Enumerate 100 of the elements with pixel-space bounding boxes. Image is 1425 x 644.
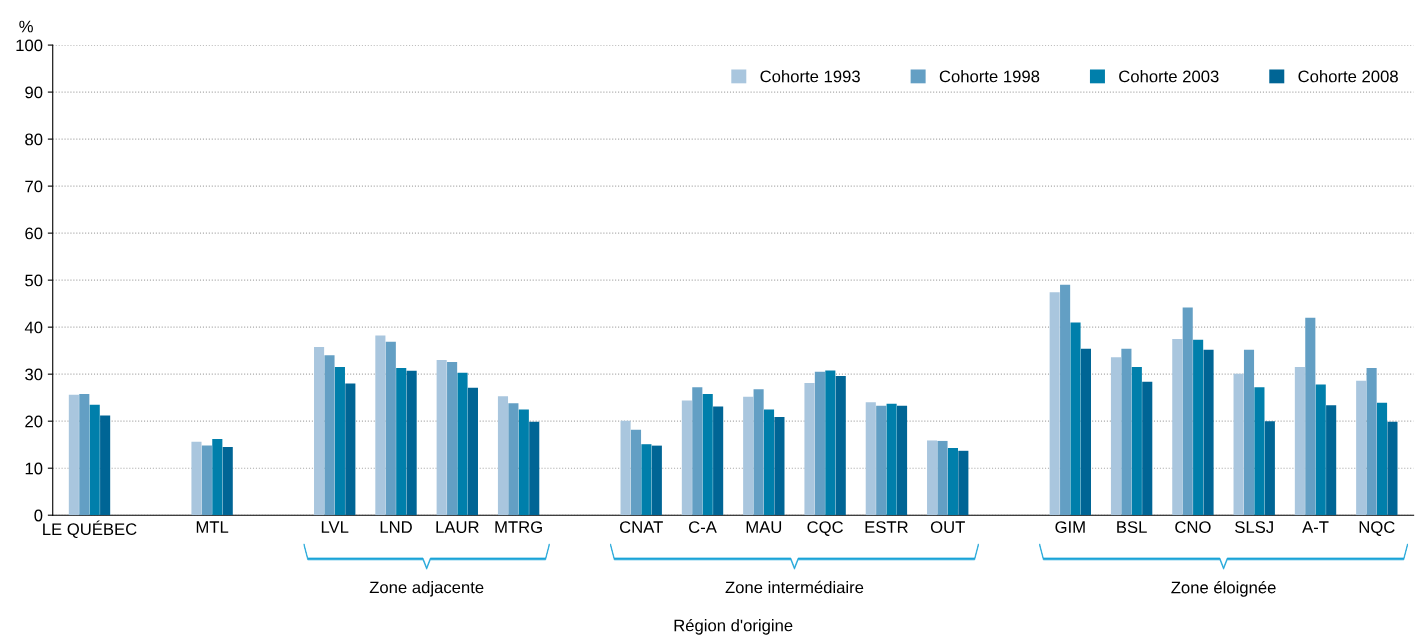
bar [804,383,815,516]
legend-label: Cohorte 2003 [1119,70,1219,83]
x-tick-label: ESTR [865,521,908,533]
bar [447,361,458,516]
x-tick-label: NQC [1359,521,1395,536]
y-tick-label: 50 [25,274,43,287]
bar [1172,338,1183,516]
x-tick-label: LND [380,521,412,533]
bar [896,405,908,516]
bar [1376,402,1388,516]
bar [529,421,540,516]
bar [641,444,652,516]
bar [467,387,478,516]
bar [457,372,468,516]
bar [375,335,386,516]
bar [406,370,417,516]
bar [937,440,948,516]
y-tick-label: 0 [34,509,43,522]
x-tick-label: SLSJ [1235,521,1273,533]
legend-label: Cohorte 1998 [939,70,1040,83]
bar [753,389,764,516]
bar [1070,322,1081,516]
bar [334,367,345,516]
bar [222,447,233,516]
x-tick-label: CQC [807,521,843,536]
bar [1203,349,1214,516]
bar [497,396,509,516]
bar [1294,367,1305,516]
legend-label: Cohorte 2008 [1298,70,1398,83]
x-axis-title: Région d'origine [674,618,793,635]
bar [886,403,897,516]
bar [763,409,775,516]
y-tick-label: 20 [25,415,43,428]
y-axis-title: % [19,20,33,33]
bar [1305,317,1316,516]
bar [814,371,825,516]
text: Zone adjacente [369,581,484,597]
bar [681,400,692,516]
bar [1254,387,1265,516]
y-tick-label: 40 [24,321,43,334]
text: Zone éloignée [1171,581,1276,597]
bar [1182,307,1193,516]
bar [1193,339,1204,516]
x-tick-label: OUT [930,521,965,533]
x-tick-label: CNAT [619,521,663,533]
bar [100,415,111,516]
x-tick-label: LE QUÉBEC [43,520,137,539]
bar [385,341,396,516]
bar [518,409,529,516]
x-tick-label: CNO [1175,521,1211,533]
bar [1142,381,1153,516]
bar [876,405,887,516]
bar [396,368,407,516]
y-tick-label: 10 [25,462,43,475]
bar [201,445,212,516]
bar [1110,357,1122,516]
x-tick-label: LVL [321,521,349,533]
bar [774,416,785,516]
bar [865,402,876,516]
x-tick-label: BSL [1117,521,1147,533]
bar [1060,284,1071,516]
bar [651,445,662,516]
bar [324,355,335,516]
bar [958,450,969,516]
x-tick-label: MTRG [495,521,542,533]
bar [743,396,754,516]
text: Zone intermédiaire [725,580,864,594]
bar [947,447,958,516]
bar [314,346,325,516]
bar [713,406,724,516]
y-tick-label: 80 [25,133,43,146]
bar [345,383,356,516]
bar [630,429,642,516]
bar [825,370,836,516]
bar [1243,349,1255,516]
x-tick-label: LAUR [436,521,479,533]
bar [191,441,202,516]
bar [1264,421,1275,516]
x-tick-label: MAU [746,521,782,533]
bar [927,440,938,516]
bar [835,376,846,516]
bar [620,420,631,516]
bar [68,394,79,516]
bar [1121,348,1132,516]
bar [1233,373,1244,516]
bar [1387,421,1398,516]
x-tick-label: GIM [1055,521,1085,533]
bar [1049,292,1060,516]
bar [508,403,519,516]
bar [1366,368,1377,516]
bar [1131,367,1142,516]
y-tick-label: 90 [25,86,43,99]
bar [702,393,713,516]
y-tick-label: 60 [25,227,43,240]
bar [1080,348,1091,516]
y-tick-label: 100 [16,39,43,52]
x-tick-label: C-A [689,521,717,533]
x-tick-label: MTL [196,521,229,533]
bar [1315,384,1326,516]
y-tick-label: 30 [25,368,43,381]
